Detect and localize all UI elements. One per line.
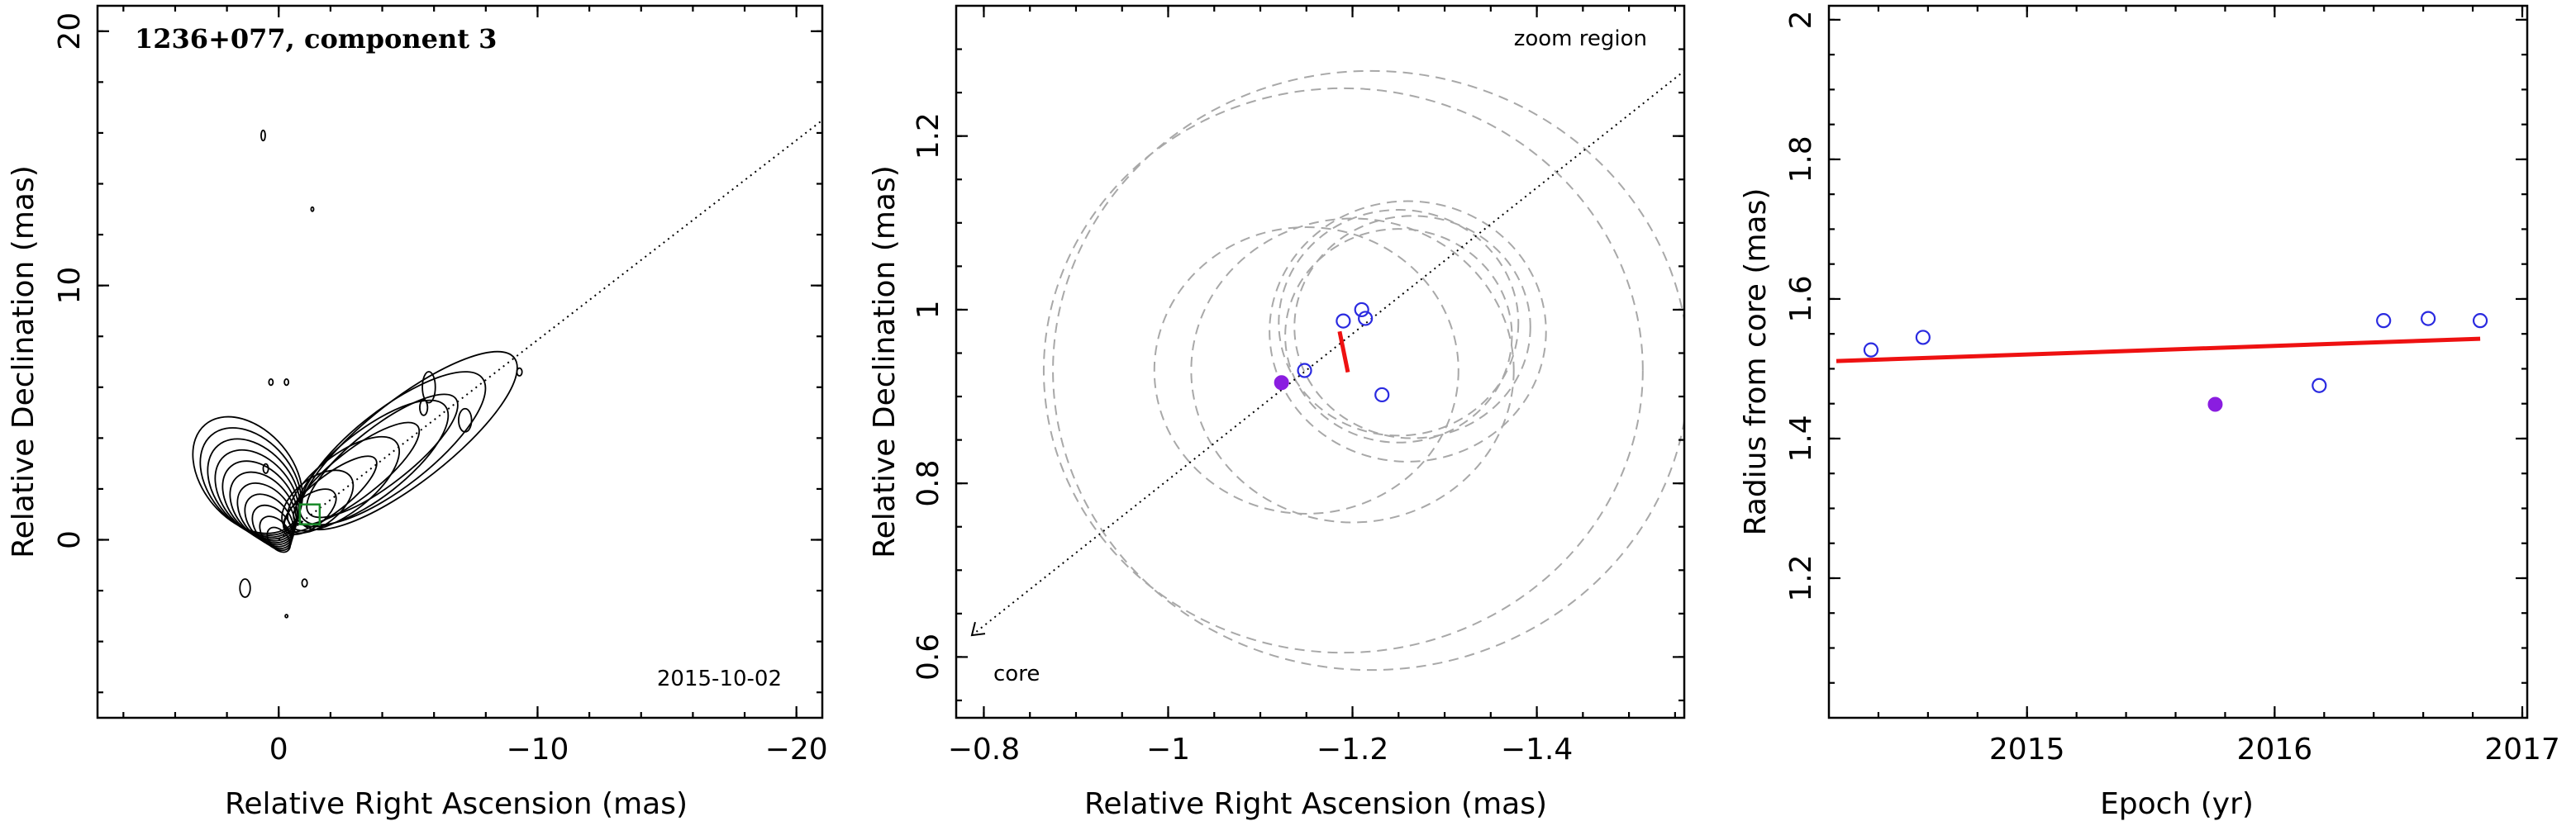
panel-left-xlabel: Relative Right Ascension (mas) <box>225 787 688 821</box>
contour <box>199 427 302 536</box>
middle-xtick-label: −1.4 <box>1501 733 1573 767</box>
panel-right-ylabel: Radius from core (mas) <box>1739 188 1773 536</box>
contour-knot <box>260 129 266 142</box>
contour <box>221 460 298 542</box>
panel-middle: −0.8 −1 −1.2 −1.4 0.6 0.8 1 1.2 zoom region cor… <box>868 4 1686 821</box>
contour-knot <box>268 377 274 387</box>
middle-xtick-label: −1 <box>1146 733 1190 767</box>
uncertainty-circle <box>1190 217 1515 524</box>
open-data-point <box>2472 313 2488 329</box>
panel-middle-frame <box>955 4 1686 719</box>
uncertainty-circle <box>1052 69 1684 672</box>
panel-left: 0 −10 −20 0 10 20 1236+077, component 3 2015-… <box>7 4 828 821</box>
panel-left-content <box>192 119 823 619</box>
uncertainty-circle <box>1042 87 1644 654</box>
core-label: core <box>993 662 1040 686</box>
contour <box>294 399 450 528</box>
contour-knot <box>516 367 523 377</box>
contour <box>298 371 487 526</box>
open-data-point <box>1374 387 1390 403</box>
open-data-point <box>2421 311 2436 326</box>
panel-right: 2015 2016 2017 1.2 1.4 1.6 1.8 2 Epoch (yr) Rad… <box>1739 4 2560 821</box>
open-data-point <box>1358 311 1374 326</box>
right-xtick-label: 2017 <box>2484 733 2560 767</box>
open-data-point <box>1354 301 1369 318</box>
jet-direction-line <box>971 70 1684 636</box>
panel-middle-ticks: −0.8 −1 −1.2 −1.4 0.6 0.8 1 1.2 <box>912 6 1684 767</box>
contour <box>306 393 459 519</box>
contour-knot <box>301 578 308 588</box>
contour-knot <box>458 407 473 433</box>
motion-vector <box>1337 330 1350 373</box>
panel-middle-clipped <box>970 69 1684 672</box>
jet-direction-line <box>278 119 823 541</box>
contour <box>293 421 421 526</box>
right-ytick-label: 1.4 <box>1784 415 1818 462</box>
middle-ytick-label: 0.8 <box>912 460 945 507</box>
open-data-point <box>1915 330 1931 345</box>
right-ytick-label: 2 <box>1784 10 1818 29</box>
contour-knot <box>419 399 429 416</box>
component-marker <box>298 503 321 525</box>
panel-right-content <box>1836 311 2488 412</box>
middle-xtick-label: −0.8 <box>948 733 1020 767</box>
uncertainty-circle <box>1278 209 1520 437</box>
middle-ytick-label: 1 <box>912 300 945 319</box>
uncertainty-circle <box>1269 200 1547 463</box>
panel-middle-content <box>970 69 1684 672</box>
panel-left-ylabel: Relative Declination (mas) <box>7 165 40 558</box>
contour-knot <box>310 206 315 212</box>
filled-data-point <box>2207 396 2223 412</box>
left-ytick-label: 20 <box>53 12 87 50</box>
filled-data-point <box>1274 375 1289 391</box>
open-data-point <box>2376 313 2392 329</box>
uncertainty-circle <box>1293 215 1531 439</box>
contour-knot <box>284 614 289 619</box>
contour <box>236 482 296 546</box>
panel-left-frame <box>96 4 824 719</box>
middle-ytick-label: 1.2 <box>912 112 945 159</box>
core-arrowhead <box>970 621 986 637</box>
left-xtick-label: 0 <box>269 733 288 767</box>
panel-right-xlabel: Epoch (yr) <box>2100 787 2254 821</box>
right-ytick-label: 1.8 <box>1784 135 1818 183</box>
panel-left-title: 1236+077, component 3 <box>135 23 497 55</box>
open-data-point <box>1297 363 1312 378</box>
open-data-point <box>1863 342 1879 358</box>
panel-left-ticks: 0 −10 −20 0 10 20 <box>53 6 828 767</box>
right-xtick-label: 2015 <box>1989 733 2065 767</box>
panel-middle-annotation: zoom region <box>1514 26 1647 51</box>
contour-knot <box>239 578 251 598</box>
fit-line <box>1836 336 2481 363</box>
middle-xtick-label: −1.2 <box>1317 733 1388 767</box>
panel-right-frame <box>1827 4 2529 719</box>
left-xtick-label: −10 <box>506 733 569 767</box>
panel-left-date: 2015-10-02 <box>657 667 782 691</box>
open-data-point <box>2312 377 2327 393</box>
contour-knot <box>262 463 269 474</box>
middle-ytick-label: 0.6 <box>912 634 945 681</box>
contour-knot <box>283 377 290 387</box>
left-ytick-label: 10 <box>53 267 87 305</box>
uncertainty-circle <box>1153 226 1459 515</box>
panel-middle-ylabel: Relative Declination (mas) <box>868 165 902 558</box>
open-data-point <box>1336 313 1351 329</box>
uncertainty-circle <box>1284 228 1513 444</box>
right-ytick-label: 1.6 <box>1784 275 1818 322</box>
right-ytick-label: 1.2 <box>1784 554 1818 601</box>
contour <box>229 471 298 544</box>
contour-knot <box>421 371 436 404</box>
left-xtick-label: −20 <box>765 733 828 767</box>
left-ytick-label: 0 <box>53 530 87 549</box>
right-xtick-label: 2016 <box>2237 733 2313 767</box>
panel-right-ticks: 2015 2016 2017 1.2 1.4 1.6 1.8 2 <box>1784 6 2560 767</box>
panel-middle-xlabel: Relative Right Ascension (mas) <box>1084 787 1547 821</box>
